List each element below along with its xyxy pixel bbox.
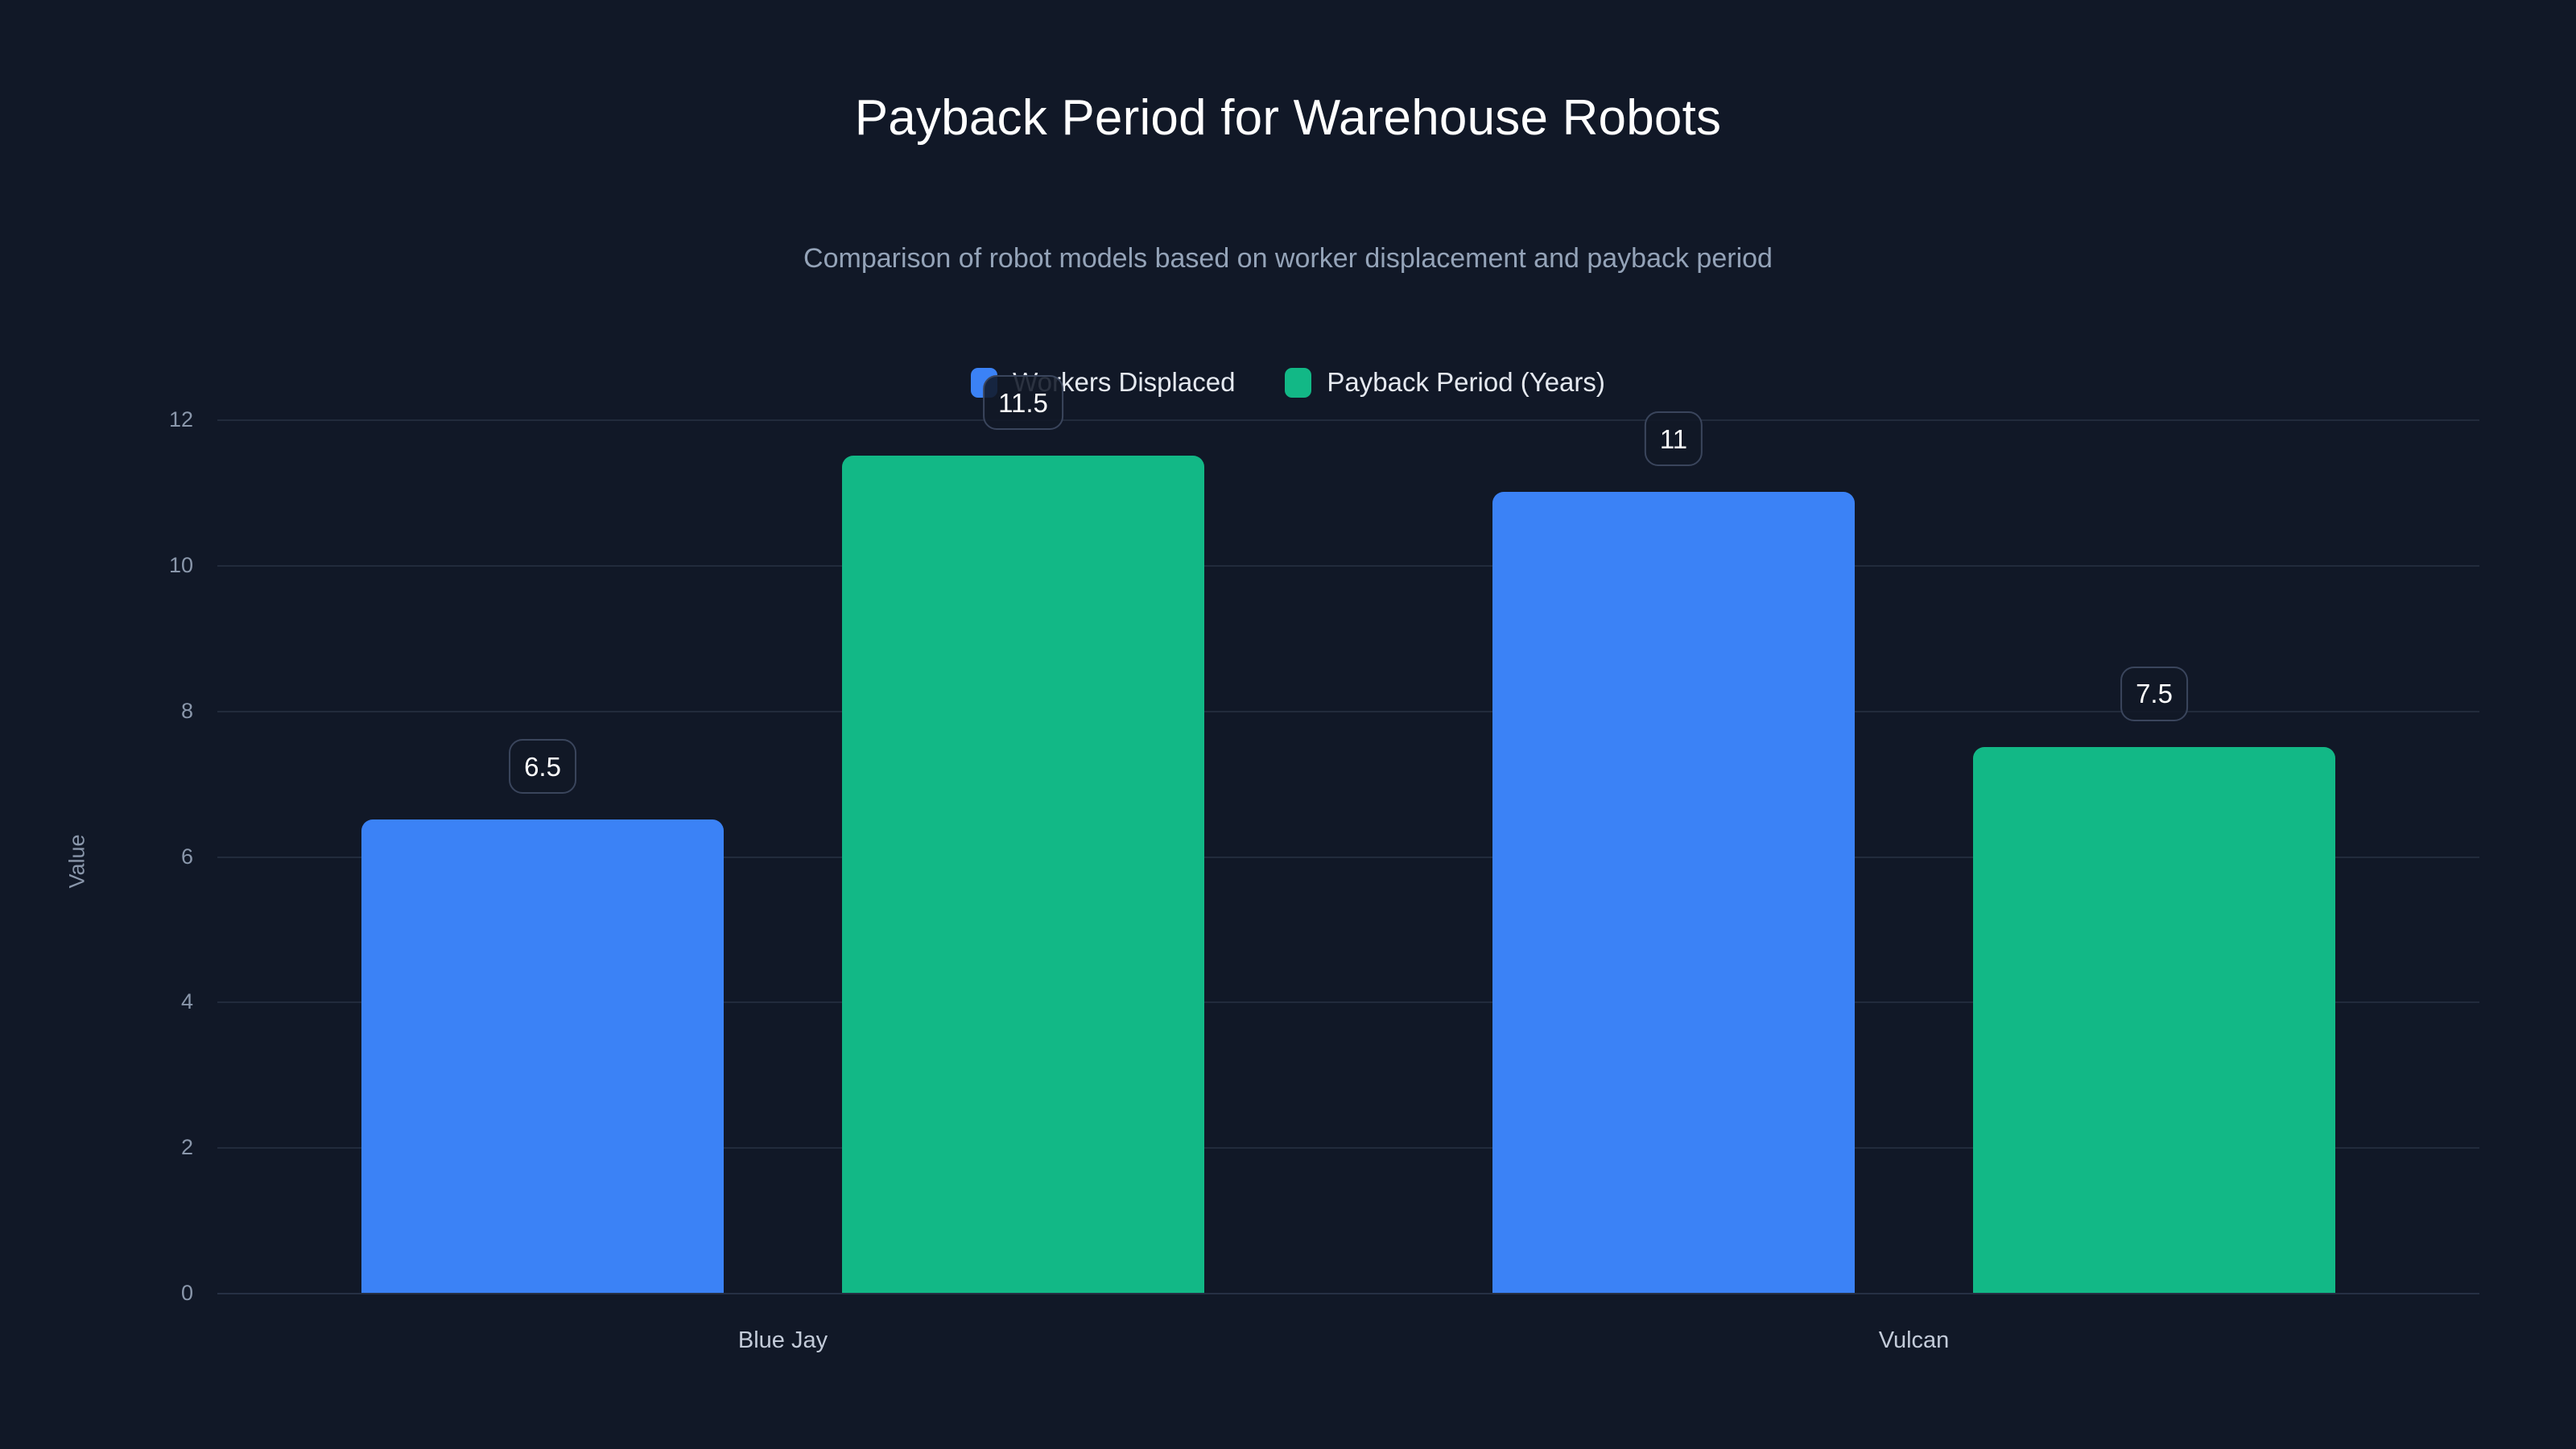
legend-label-payback-period: Payback Period (Years) <box>1327 367 1605 397</box>
y-axis-tick-label: 6 <box>180 844 193 869</box>
legend-swatch-icon-payback-period <box>1285 367 1312 398</box>
plot-area <box>217 419 2479 1294</box>
gridline <box>217 856 2479 858</box>
y-axis-title: Value <box>64 834 89 889</box>
bar-value-badge: 7.5 <box>2120 666 2188 721</box>
y-axis-tick-label: 2 <box>180 1135 193 1160</box>
gridline <box>217 564 2479 567</box>
gridline <box>217 419 2479 421</box>
y-axis-tick-label: 8 <box>180 698 193 723</box>
bar-value-badge: 6.5 <box>509 739 576 795</box>
bar-value-badge: 11.5 <box>983 375 1063 431</box>
y-axis-tick-label: 12 <box>168 407 193 431</box>
y-axis-tick-label: 10 <box>168 552 193 577</box>
x-axis-tick-label: Blue Jay <box>737 1327 828 1353</box>
bar[interactable] <box>1492 492 1855 1293</box>
bar[interactable] <box>842 456 1204 1293</box>
gridline <box>217 710 2479 712</box>
gridline <box>217 1147 2479 1150</box>
chart-legend: Workers Displaced Payback Period (Years) <box>0 366 2576 398</box>
bar[interactable] <box>1973 746 2335 1293</box>
gridline <box>217 1293 2479 1294</box>
x-axis-tick-label: Vulcan <box>1878 1327 1950 1353</box>
legend-item-payback-period[interactable]: Payback Period (Years) <box>1285 366 1605 398</box>
bar-value-badge: 11 <box>1644 411 1703 467</box>
bar[interactable] <box>361 819 724 1293</box>
y-axis-tick-label: 0 <box>180 1281 193 1305</box>
chart-title: Payback Period for Warehouse Robots <box>854 90 1722 146</box>
y-axis-tick-label: 4 <box>180 989 193 1014</box>
gridline <box>217 1001 2479 1004</box>
chart-subtitle: Comparison of robot models based on work… <box>803 243 1773 274</box>
